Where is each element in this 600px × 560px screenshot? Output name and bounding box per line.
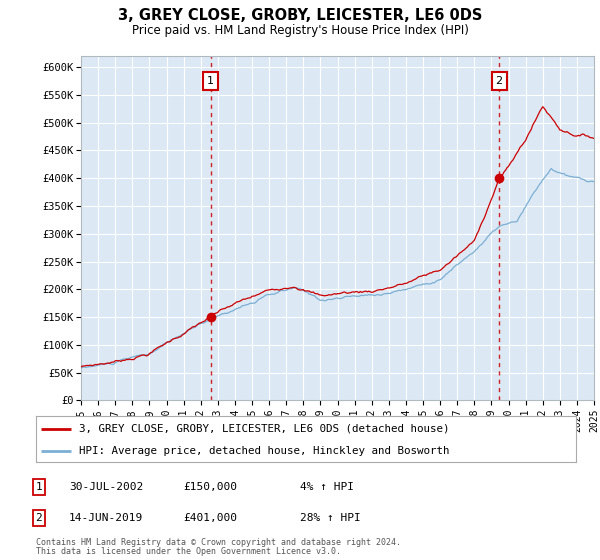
Text: Price paid vs. HM Land Registry's House Price Index (HPI): Price paid vs. HM Land Registry's House …	[131, 24, 469, 36]
Text: 3, GREY CLOSE, GROBY, LEICESTER, LE6 0DS: 3, GREY CLOSE, GROBY, LEICESTER, LE6 0DS	[118, 8, 482, 24]
Text: £401,000: £401,000	[183, 513, 237, 523]
Text: 1: 1	[35, 482, 43, 492]
Text: Contains HM Land Registry data © Crown copyright and database right 2024.: Contains HM Land Registry data © Crown c…	[36, 538, 401, 547]
Text: £150,000: £150,000	[183, 482, 237, 492]
Text: 28% ↑ HPI: 28% ↑ HPI	[300, 513, 361, 523]
Text: This data is licensed under the Open Government Licence v3.0.: This data is licensed under the Open Gov…	[36, 548, 341, 557]
Text: 2: 2	[35, 513, 43, 523]
Text: 4% ↑ HPI: 4% ↑ HPI	[300, 482, 354, 492]
Text: HPI: Average price, detached house, Hinckley and Bosworth: HPI: Average price, detached house, Hinc…	[79, 446, 450, 455]
Text: 2: 2	[496, 76, 503, 86]
Text: 1: 1	[207, 76, 214, 86]
Text: 14-JUN-2019: 14-JUN-2019	[69, 513, 143, 523]
Text: 3, GREY CLOSE, GROBY, LEICESTER, LE6 0DS (detached house): 3, GREY CLOSE, GROBY, LEICESTER, LE6 0DS…	[79, 424, 450, 434]
Text: 30-JUL-2002: 30-JUL-2002	[69, 482, 143, 492]
